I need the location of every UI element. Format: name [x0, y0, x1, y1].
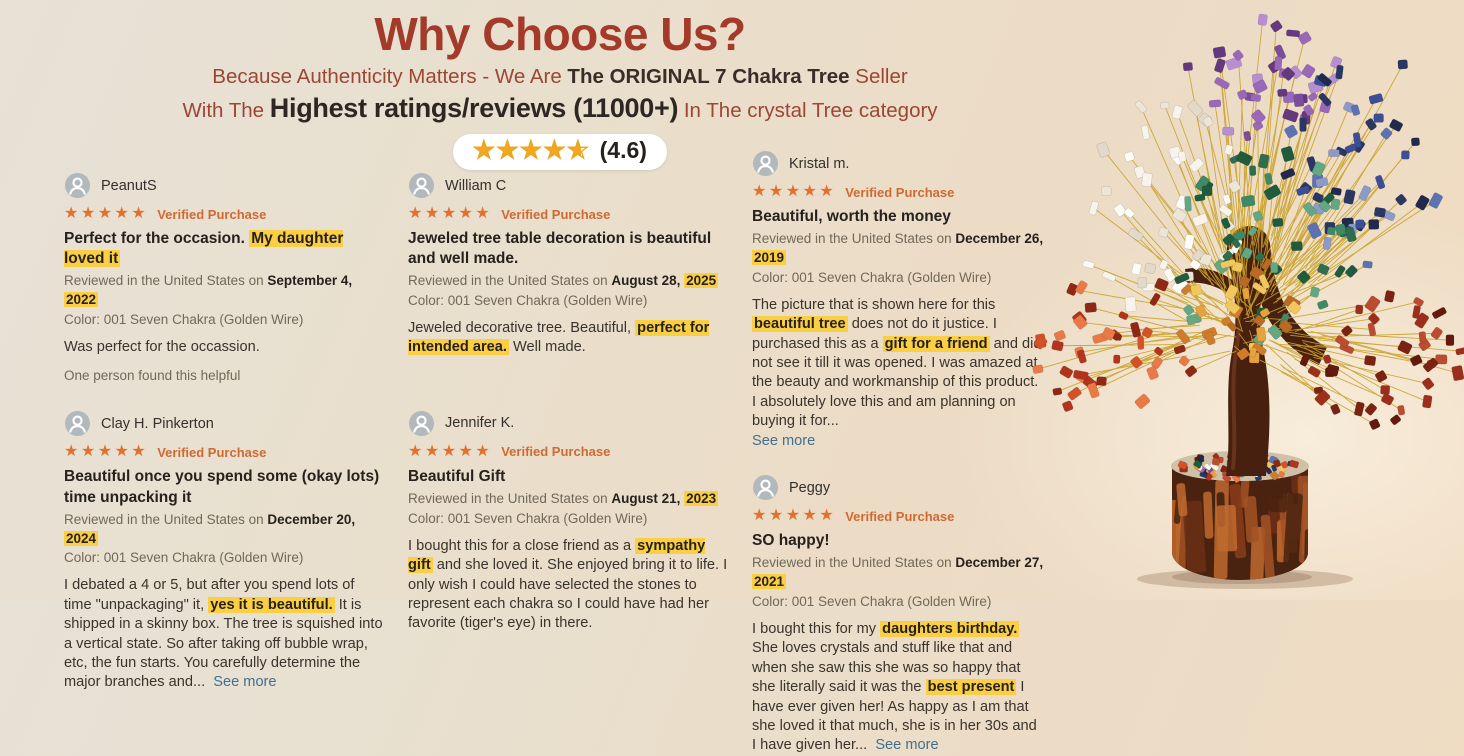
see-more-link[interactable]: See more: [875, 737, 939, 754]
review-card: PeanutS ★★★★★ Verified Purchase Perfect f…: [64, 172, 384, 383]
review-column-2: William C ★★★★★ Verified Purchase Jeweled…: [408, 0, 730, 634]
review-variant: Color: 001 Seven Chakra (Golden Wire): [752, 593, 992, 609]
reviewer-name: Kristal m.: [789, 155, 850, 172]
reviewer-name: PeanutS: [101, 177, 157, 194]
see-more-link[interactable]: See more: [752, 432, 816, 449]
reviewer-header: Kristal m.: [752, 150, 1044, 177]
review-title: Jeweled tree table decoration is beautif…: [408, 230, 712, 268]
review-star-rating: ★★★★★: [752, 507, 837, 525]
review-body: I bought this for my daughters birthday.…: [752, 620, 1037, 754]
review-title: Beautiful, worth the money: [752, 208, 951, 225]
rating-stars-icon: ★★★★★ ★★★★★: [472, 136, 591, 164]
review-meta: Reviewed in the United States on Decembe…: [752, 555, 1044, 590]
review-meta: Reviewed in the United States on August …: [408, 273, 719, 289]
avatar-icon: [64, 411, 91, 437]
review-meta: Reviewed in the United States on Septemb…: [64, 273, 353, 308]
review-variant: Color: 001 Seven Chakra (Golden Wire): [64, 550, 304, 566]
subtitle-text: In The crystal Tree category: [678, 99, 938, 123]
review-card: Clay H. Pinkerton ★★★★★ Verified Purchase…: [64, 410, 384, 692]
review-variant: Color: 001 Seven Chakra (Golden Wire): [408, 293, 648, 309]
review-column-1: PeanutS ★★★★★ Verified Purchase Perfect f…: [64, 0, 384, 693]
review-star-rating: ★★★★★: [408, 442, 493, 460]
review-column-3: Kristal m. ★★★★★ Verified Purchase Beauti…: [752, 0, 1044, 756]
subtitle-text: Because Authenticity Matters - We Are: [212, 65, 568, 89]
review-star-rating: ★★★★★: [64, 205, 149, 222]
review-variant: Color: 001 Seven Chakra (Golden Wire): [752, 269, 992, 285]
review-body: Was perfect for the occassion.: [64, 338, 260, 355]
reviewer-header: William C: [408, 172, 730, 199]
rating-badge: ★★★★★ ★★★★★ (4.6): [453, 134, 667, 171]
page-title: Why Choose Us?: [374, 8, 746, 60]
verified-purchase-label: Verified Purchase: [845, 184, 955, 200]
review-variant: Color: 001 Seven Chakra (Golden Wire): [64, 312, 304, 328]
subtitle-line-1: Because Authenticity Matters - We Are Th…: [0, 65, 1120, 89]
chakra-tree-image: [1032, 13, 1464, 589]
reviewer-header: Clay H. Pinkerton: [64, 410, 384, 437]
subtitle-line-2: With The Highest ratings/reviews (11000+…: [0, 93, 1120, 124]
review-body: I bought this for a close friend as a sy…: [408, 537, 728, 632]
rating-value: (4.6): [599, 137, 647, 164]
avatar-icon: [408, 410, 435, 436]
avatar-icon: [752, 150, 779, 177]
subtitle-bold-text: Highest ratings/reviews (11000+): [269, 93, 679, 124]
review-card: Jennifer K. ★★★★★ Verified Purchase Beaut…: [408, 410, 730, 634]
review-body: The picture that is shown here for this …: [752, 296, 1042, 449]
header-section: Why Choose Us? Because Authenticity Matt…: [0, 6, 1120, 171]
review-card: William C ★★★★★ Verified Purchase Jeweled…: [408, 172, 730, 358]
review-title: SO happy!: [752, 532, 830, 550]
review-body: I debated a 4 or 5, but after you spend …: [64, 577, 383, 691]
verified-purchase-label: Verified Purchase: [501, 206, 611, 222]
review-meta: Reviewed in the United States on Decembe…: [64, 511, 356, 546]
review-body: Jeweled decorative tree. Beautiful, perf…: [408, 320, 710, 356]
review-card: Kristal m. ★★★★★ Verified Purchase Beauti…: [752, 150, 1044, 451]
avatar-icon: [64, 172, 91, 199]
verified-purchase-label: Verified Purchase: [157, 444, 267, 460]
review-meta: Reviewed in the United States on Decembe…: [752, 231, 1044, 266]
subtitle-text: Seller: [849, 65, 908, 89]
reviewer-name: Peggy: [789, 479, 831, 496]
subtitle-text: With The: [182, 99, 270, 123]
reviewer-header: Jennifer K.: [408, 410, 730, 437]
helpful-note: One person found this helpful: [64, 368, 241, 384]
reviewer-header: Peggy: [752, 474, 1044, 501]
avatar-icon: [408, 172, 435, 199]
review-title: Beautiful once you spend some (okay lots…: [64, 468, 380, 506]
avatar-icon: [752, 475, 779, 501]
see-more-link[interactable]: See more: [213, 674, 277, 691]
reviewer-name: William C: [445, 177, 507, 194]
review-star-rating: ★★★★★: [64, 443, 149, 461]
review-star-rating: ★★★★★: [408, 205, 493, 222]
reviewer-name: Clay H. Pinkerton: [101, 415, 214, 432]
verified-purchase-label: Verified Purchase: [845, 508, 955, 524]
review-title: Beautiful Gift: [408, 467, 506, 485]
reviewer-name: Jennifer K.: [445, 415, 515, 432]
review-star-rating: ★★★★★: [752, 183, 837, 200]
review-meta: Reviewed in the United States on August …: [408, 491, 719, 507]
verified-purchase-label: Verified Purchase: [157, 206, 267, 222]
verified-purchase-label: Verified Purchase: [501, 444, 611, 460]
review-variant: Color: 001 Seven Chakra (Golden Wire): [408, 510, 648, 526]
subtitle-bold-text: The ORIGINAL 7 Chakra Tree: [567, 65, 850, 89]
review-title: Perfect for the occasion. My daughter lo…: [64, 230, 344, 268]
review-card: Peggy ★★★★★ Verified Purchase SO happy! R…: [752, 474, 1044, 756]
reviewer-header: PeanutS: [64, 172, 384, 199]
